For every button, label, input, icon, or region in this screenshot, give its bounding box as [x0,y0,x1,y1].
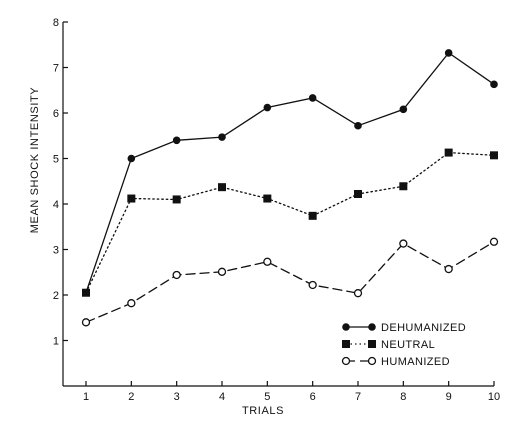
x-axis-title: TRIALS [242,405,284,417]
data-point-neutral [172,195,181,204]
legend-marker-dehumanized [342,323,350,331]
y-tick-label: 6 [53,108,59,120]
x-tick-label: 8 [400,391,406,403]
data-point-neutral [399,182,408,191]
data-point-neutral [127,194,136,203]
data-point-humanized [489,237,499,246]
data-point-dehumanized [444,49,453,57]
y-tick-label: 4 [53,199,59,211]
legend: DEHUMANIZED NEUTRAL HUMANIZED [341,322,466,368]
x-tick-label: 1 [83,391,89,403]
data-point-dehumanized [399,105,408,114]
data-point-humanized [308,280,317,290]
y-tick-label: 5 [53,154,59,166]
legend-item-humanized: HUMANIZED [341,356,450,368]
data-point-dehumanized [127,154,136,163]
data-point-dehumanized [308,94,317,102]
data-point-neutral [82,288,90,297]
series-line-humanized [85,241,495,323]
x-tick-label: 9 [446,391,452,403]
x-tick-label: 5 [264,391,270,403]
legend-label-humanized: HUMANIZED [381,356,450,368]
x-tick-label: 6 [310,391,316,403]
y-tick-label: 8 [53,17,59,29]
data-point-dehumanized [490,80,498,89]
data-point-neutral [444,148,453,157]
legend-marker-neutral [342,340,350,348]
x-tick-label: 10 [488,391,500,403]
x-tick-label: 7 [355,391,361,403]
data-point-humanized [172,270,181,280]
series-neutral [82,148,498,297]
data-point-neutral [354,189,362,198]
legend-item-dehumanized: DEHUMANIZED [342,322,466,334]
legend-item-neutral: NEUTRAL [342,339,435,351]
x-tick-label: 4 [219,391,225,403]
y-tick-label: 7 [53,63,59,75]
series-line-dehumanized [85,52,495,294]
data-point-humanized [444,264,453,274]
x-ticks: 1 2 3 4 5 6 7 8 9 10 [83,381,500,403]
data-point-humanized [81,318,91,327]
series-line-neutral [85,151,495,294]
data-point-humanized [127,299,136,308]
data-point-humanized [217,267,227,276]
y-tick-label: 3 [53,245,59,257]
data-point-dehumanized [354,121,362,130]
series-layer [81,49,499,327]
x-tick-label: 2 [128,391,134,403]
x-tick-label: 3 [174,391,180,403]
legend-marker-neutral [368,340,376,348]
data-point-humanized [263,257,272,266]
data-point-dehumanized [263,103,272,112]
data-point-neutral [308,211,317,220]
y-axis-title: MEAN SHOCK INTENSITY [29,87,41,234]
legend-marker-humanized [367,356,377,366]
data-point-humanized [353,289,363,298]
legend-label-neutral: NEUTRAL [381,339,435,351]
y-tick-label: 1 [53,336,59,348]
y-ticks: 1 2 3 4 5 6 7 8 [53,17,68,348]
data-point-neutral [218,183,226,192]
data-point-neutral [490,151,498,160]
data-point-humanized [399,239,408,248]
series-humanized [81,237,499,327]
data-point-neutral [263,194,272,203]
legend-marker-dehumanized [368,323,376,331]
data-point-dehumanized [172,136,181,145]
y-tick-label: 2 [53,290,59,302]
series-dehumanized [82,49,498,297]
legend-label-dehumanized: DEHUMANIZED [381,322,466,334]
data-point-dehumanized [218,133,226,141]
legend-marker-humanized [341,356,351,366]
